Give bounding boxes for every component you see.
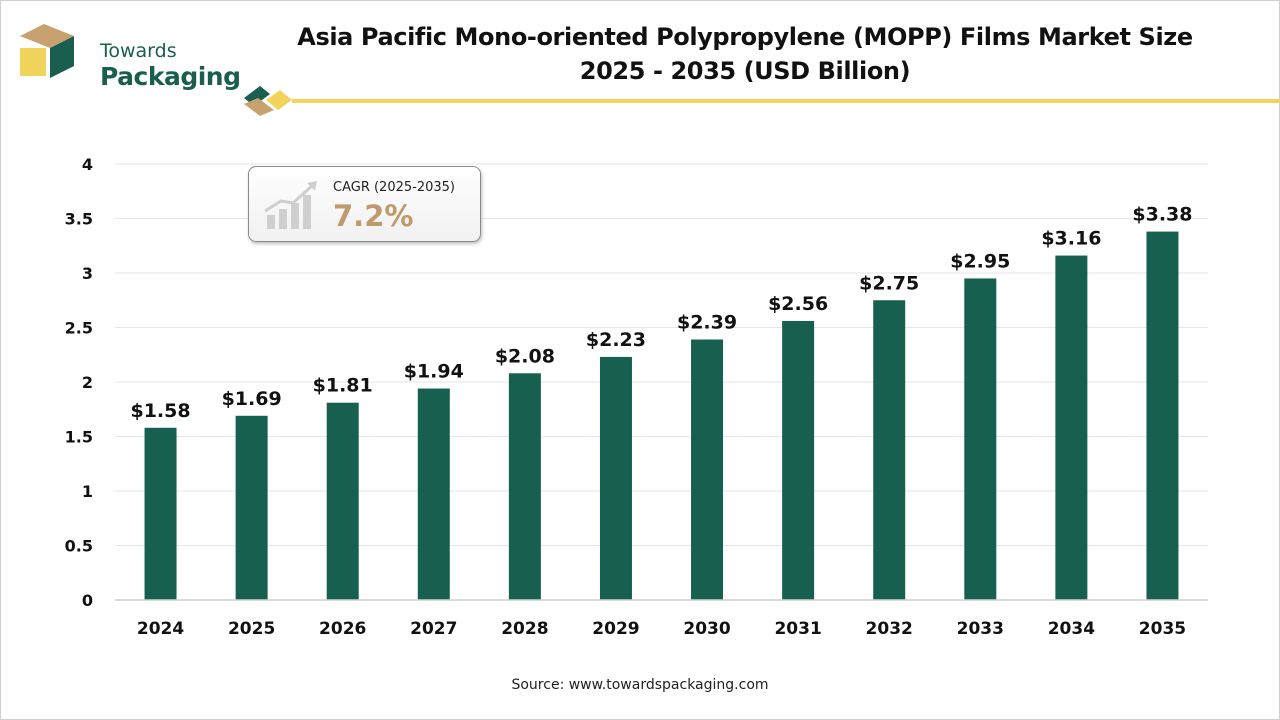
chart-title: Asia Pacific Mono-oriented Polypropylene… [240,20,1250,88]
bar-2024 [144,427,177,600]
cagr-callout: CAGR (2025-2035) 7.2% [248,166,481,242]
x-tick-label-2035: 2035 [1139,619,1186,639]
x-tick-label-2025: 2025 [228,619,275,639]
bar-2030 [691,339,724,600]
x-tick-label-2026: 2026 [319,619,366,639]
x-tick-label-2024: 2024 [137,619,184,639]
value-label-2034: $3.16 [1041,228,1101,250]
y-tick-label: 0.5 [65,537,93,556]
cagr-label: CAGR (2025-2035) [333,180,455,195]
x-tick-label-2030: 2030 [683,619,730,639]
value-label-2033: $2.95 [950,250,1010,272]
bar-2027 [417,388,450,600]
y-tick-label: 2.5 [65,319,93,338]
value-label-2029: $2.23 [586,329,646,351]
deco-line [292,99,1280,103]
bar-2028 [508,373,541,600]
bar-2026 [326,402,359,600]
y-tick-label: 2 [82,373,93,392]
value-label-2028: $2.08 [495,345,555,367]
bar-2031 [782,320,815,600]
growth-chart-icon [264,181,317,229]
deco-diamond-green [244,86,270,106]
brand-name-line2: Packaging [100,62,241,91]
value-label-2032: $2.75 [859,272,919,294]
x-tick-label-2034: 2034 [1048,619,1095,639]
value-label-2024: $1.58 [130,400,190,422]
chart-title-line1: Asia Pacific Mono-oriented Polypropylene… [297,23,1193,51]
value-label-2031: $2.56 [768,293,828,315]
bar-2035 [1146,231,1179,600]
bar-2034 [1055,255,1088,600]
x-tick-label-2027: 2027 [410,619,457,639]
y-tick-label: 1.5 [65,428,93,447]
y-tick-label: 3.5 [65,210,93,229]
deco-diamond-yellow [266,90,292,110]
value-label-2035: $3.38 [1132,204,1192,226]
x-tick-label-2029: 2029 [592,619,639,639]
y-tick-label: 1 [82,482,93,501]
title-underline-decoration [244,86,1280,116]
brand-logo: Towards Packaging [16,20,246,91]
value-label-2030: $2.39 [677,311,737,333]
bar-2025 [235,415,268,600]
value-label-2027: $1.94 [404,361,464,383]
x-tick-label-2031: 2031 [774,619,821,639]
y-axis-ticks: 0 0.5 1 1.5 2 2.5 3 3.5 4 [65,155,93,610]
bar-2032 [873,300,906,600]
y-tick-label: 0 [82,591,93,610]
value-labels: $1.58 $1.69 $1.81 $1.94 $2.08 $2.23 $2.39 $2.56… [130,204,1192,422]
bar-2029 [599,356,632,600]
x-tick-label-2032: 2032 [866,619,913,639]
y-tick-label: 4 [82,155,93,174]
brand-name-line1: Towards [100,40,177,62]
x-tick-label-2033: 2033 [957,619,1004,639]
chart-title-line2: 2025 - 2035 (USD Billion) [579,57,911,85]
x-axis-ticks: 2024 2025 2026 2027 2028 2029 2030 2031 2032 2033… [137,619,1186,639]
y-tick-label: 3 [82,264,93,283]
source-note: Source: www.towardspackaging.com [511,677,769,693]
value-label-2025: $1.69 [222,388,282,410]
box-logo-icon [20,24,74,78]
bar-2033 [964,278,997,600]
bars [144,231,1179,600]
x-tick-label-2028: 2028 [501,619,548,639]
value-label-2026: $1.81 [313,375,373,397]
grid-lines [115,163,1208,546]
deco-diamond-tan [244,98,274,116]
cagr-value: 7.2% [333,199,414,233]
